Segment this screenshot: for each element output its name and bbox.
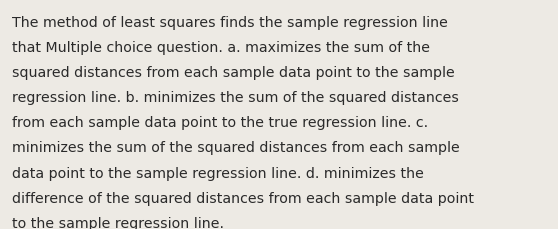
Text: The method of least squares finds the sample regression line: The method of least squares finds the sa… [12, 16, 448, 30]
Text: that Multiple choice question. a. maximizes the sum of the: that Multiple choice question. a. maximi… [12, 41, 430, 55]
Text: minimizes the sum of the squared distances from each sample: minimizes the sum of the squared distanc… [12, 141, 460, 155]
Text: squared distances from each sample data point to the sample: squared distances from each sample data … [12, 66, 455, 80]
Text: regression line. b. minimizes the sum of the squared distances: regression line. b. minimizes the sum of… [12, 91, 459, 105]
Text: difference of the squared distances from each sample data point: difference of the squared distances from… [12, 191, 474, 205]
Text: to the sample regression line.: to the sample regression line. [12, 216, 224, 229]
Text: from each sample data point to the true regression line. c.: from each sample data point to the true … [12, 116, 429, 130]
Text: data point to the sample regression line. d. minimizes the: data point to the sample regression line… [12, 166, 424, 180]
